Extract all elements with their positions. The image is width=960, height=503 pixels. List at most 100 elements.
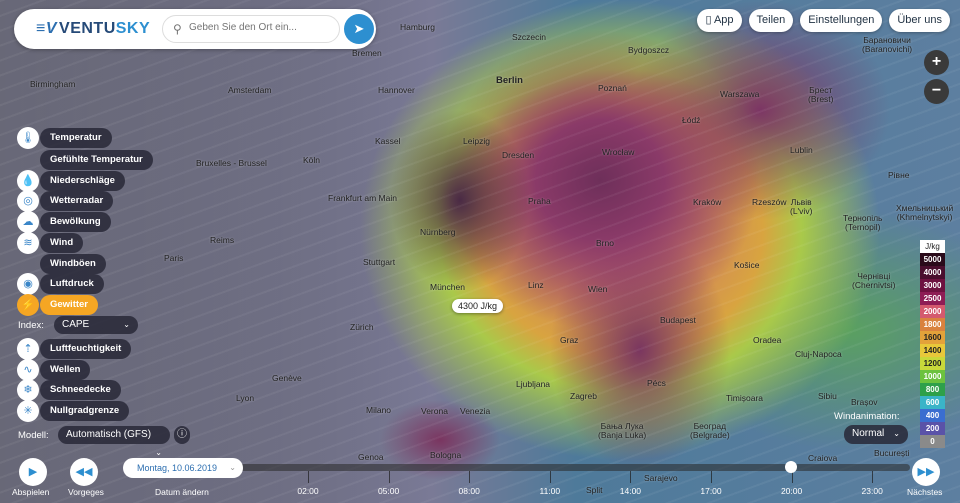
layer-label: Schneedecke xyxy=(40,380,121,400)
city-label: Craiova xyxy=(808,453,838,463)
city-label: Львів (L'viv) xyxy=(790,197,813,217)
settings-button[interactable]: Einstellungen xyxy=(800,9,883,32)
legend-step: 200 xyxy=(920,422,945,435)
timeline-handle[interactable] xyxy=(785,461,797,473)
timeline-tick xyxy=(630,471,632,483)
layer-label: Windböen xyxy=(40,254,106,274)
index-select[interactable]: CAPE ⌄ xyxy=(54,316,138,334)
hour-label[interactable]: 17:00 xyxy=(700,486,722,496)
legend-step: 600 xyxy=(920,396,945,409)
location-arrow-icon: ➤ xyxy=(353,21,365,36)
timeline-slider[interactable] xyxy=(130,464,910,471)
city-label: Bruxelles - Brussel xyxy=(196,158,267,168)
city-label: Bologna xyxy=(430,450,462,460)
city-label: Timișoara xyxy=(726,393,763,403)
snowflake-icon: ❄ xyxy=(17,379,39,401)
city-label: München xyxy=(430,282,465,292)
city-label: Split xyxy=(586,485,603,495)
hour-label[interactable]: 23:00 xyxy=(861,486,883,496)
city-label: Genève xyxy=(272,373,302,383)
city-label: Warszawa xyxy=(720,89,760,99)
city-label: Hannover xyxy=(378,85,415,95)
rewind-icon: ◀◀ xyxy=(75,466,93,478)
play-button[interactable]: ▶ xyxy=(19,458,47,486)
wind-animation-select[interactable]: Normal ⌄ xyxy=(844,425,908,444)
hour-label[interactable]: 08:00 xyxy=(458,486,480,496)
previous-button[interactable]: ◀◀ xyxy=(70,458,98,486)
timeline-tick xyxy=(791,471,793,483)
next-label: Nächstes xyxy=(907,487,943,497)
city-label: Reims xyxy=(210,235,235,245)
city-label: Szczecin xyxy=(512,32,547,42)
city-label: Kraków xyxy=(693,197,722,207)
timeline-tick xyxy=(549,471,551,483)
layer-label: Wellen xyxy=(40,360,91,380)
chevron-down-icon: ⌄ xyxy=(229,463,236,472)
zoom-out-button[interactable]: − xyxy=(924,79,949,104)
legend-unit: J/kg xyxy=(920,240,945,253)
zoom-in-button[interactable]: + xyxy=(924,50,949,75)
legend-step: 2500 xyxy=(920,292,945,305)
city-label: Бања Лука (Banja Luka) xyxy=(598,421,647,441)
city-label: Praha xyxy=(528,196,551,206)
model-select[interactable]: Automatisch (GFS) ⌄ xyxy=(58,426,170,457)
cloud-icon: ☁ xyxy=(17,211,39,233)
city-label: Чернівці (Chernivtsi) xyxy=(852,271,896,291)
chevron-down-icon: ⌄ xyxy=(155,448,162,457)
city-label: Барановичи (Baranovichi) xyxy=(862,35,913,55)
city-label: Sarajevo xyxy=(644,473,678,483)
timeline-tick xyxy=(308,471,309,483)
hour-label[interactable]: 20:00 xyxy=(780,486,803,496)
city-label: Genoa xyxy=(358,452,384,462)
info-button[interactable]: ⓘ xyxy=(174,426,190,444)
legend-step: 1400 xyxy=(920,344,945,357)
legend-step: 3000 xyxy=(920,279,945,292)
search-box[interactable]: ⚲ xyxy=(162,15,340,43)
city-label: Brno xyxy=(596,238,614,248)
city-label: Pécs xyxy=(647,378,666,388)
share-button[interactable]: Teilen xyxy=(748,9,794,32)
city-label: Рівне xyxy=(888,170,910,180)
city-label: Frankfurt am Main xyxy=(328,193,397,203)
change-date-label[interactable]: Datum ändern xyxy=(155,487,209,497)
city-label: Poznań xyxy=(598,83,627,93)
city-label: Београд (Belgrade) xyxy=(690,421,730,441)
legend-step: 1800 xyxy=(920,318,945,331)
city-label: București xyxy=(874,448,910,458)
hour-label[interactable]: 11:00 xyxy=(539,486,561,496)
city-label: Zagreb xyxy=(570,391,597,401)
search-input[interactable] xyxy=(189,22,329,33)
city-label: Хмельницький (Khmelnytskyi) xyxy=(896,203,954,223)
city-label: Paris xyxy=(164,253,184,263)
hour-label[interactable]: 14:00 xyxy=(619,486,642,496)
hour-label[interactable]: 05:00 xyxy=(377,486,400,496)
chevron-down-icon: ⌄ xyxy=(123,320,130,329)
city-label: Ljubljana xyxy=(516,379,551,389)
city-label: Wrocław xyxy=(602,147,635,157)
ventusky-logo[interactable]: ≡V VENTUSKY xyxy=(36,20,151,37)
drop-icon: 💧 xyxy=(17,170,39,192)
layer-label: Luftdruck xyxy=(40,274,104,294)
layer-label: Bewölkung xyxy=(40,212,111,232)
search-icon: ⚲ xyxy=(173,22,182,36)
app-button[interactable]: ▯ App xyxy=(697,9,742,32)
pressure-icon: ◉ xyxy=(17,273,39,295)
city-label: Leipzig xyxy=(463,136,490,146)
hour-label[interactable]: 02:00 xyxy=(297,486,319,496)
value-tooltip: 4300 J/kg xyxy=(452,299,504,313)
about-button[interactable]: Über uns xyxy=(889,9,950,32)
city-label: Dresden xyxy=(502,150,535,160)
city-label: Hamburg xyxy=(400,22,435,32)
city-label: Rzeszów xyxy=(752,197,787,207)
layer-label: Luftfeuchtigkeit xyxy=(40,339,132,359)
timeline: ▶ Abspielen ◀◀ Vorgeges 02:00 05:00 08:00 1… xyxy=(0,450,960,503)
top-menu: ▯ App Teilen Einstellungen Über uns xyxy=(697,9,950,32)
next-button[interactable]: ▶▶ xyxy=(912,458,940,486)
city-label: Oradea xyxy=(753,335,782,345)
date-picker[interactable]: Montag, 10.06.2019 ⌄ xyxy=(123,458,243,478)
locate-button[interactable]: ➤ xyxy=(344,14,374,44)
info-icon: ⓘ xyxy=(177,429,187,440)
city-label: Тернопіль (Ternopil) xyxy=(843,213,883,233)
